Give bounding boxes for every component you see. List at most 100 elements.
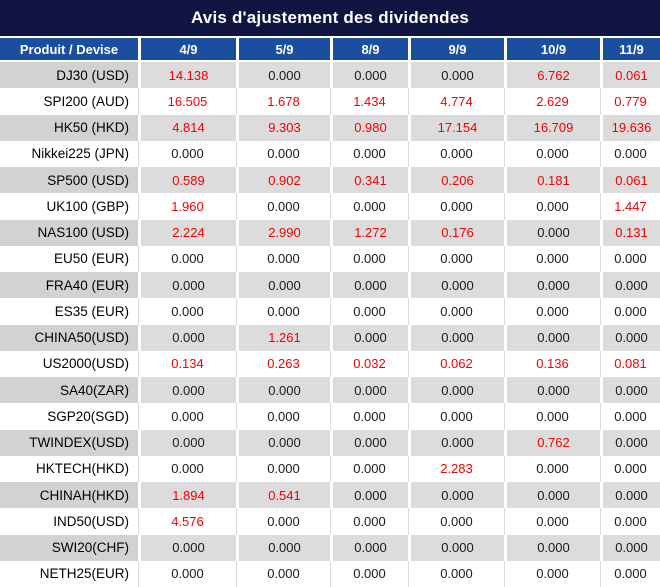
value-cell: 0.000 <box>600 324 660 351</box>
value-cell: 0.000 <box>330 429 408 456</box>
value-cell: 0.000 <box>236 193 330 220</box>
value-cell: 2.990 <box>236 219 330 246</box>
value-cell: 0.000 <box>330 403 408 430</box>
table-row: SWI20(CHF) 0.000 0.000 0.000 0.000 0.000 0.000 <box>0 534 660 561</box>
value-cell: 1.894 <box>138 482 236 509</box>
value-cell: 0.762 <box>504 429 600 456</box>
value-cell: 0.000 <box>600 429 660 456</box>
value-cell: 0.176 <box>408 219 504 246</box>
table-row: HKTECH(HKD) 0.000 0.000 0.000 2.283 0.000 0.00… <box>0 455 660 482</box>
value-cell: 0.000 <box>408 245 504 272</box>
value-cell: 0.000 <box>330 482 408 509</box>
value-cell: 17.154 <box>408 114 504 141</box>
product-cell: CHINA50(USD) <box>0 324 138 351</box>
value-cell: 0.000 <box>504 508 600 535</box>
product-cell: HK50 (HKD) <box>0 114 138 141</box>
product-cell: SP500 (USD) <box>0 167 138 194</box>
table-row: SP500 (USD) 0.589 0.902 0.341 0.206 0.181 0.06… <box>0 167 660 194</box>
value-cell: 0.000 <box>236 534 330 561</box>
value-cell: 0.000 <box>504 560 600 587</box>
value-cell: 2.283 <box>408 455 504 482</box>
value-cell: 0.000 <box>236 429 330 456</box>
value-cell: 0.136 <box>504 350 600 377</box>
value-cell: 0.000 <box>408 193 504 220</box>
table-row: UK100 (GBP) 1.960 0.000 0.000 0.000 0.000 1.44… <box>0 193 660 220</box>
table-row: ES35 (EUR) 0.000 0.000 0.000 0.000 0.000 0.000 <box>0 298 660 325</box>
table-row: NETH25(EUR) 0.000 0.000 0.000 0.000 0.000 0.00… <box>0 560 660 587</box>
product-cell: Nikkei225 (JPN) <box>0 140 138 167</box>
value-cell: 0.000 <box>408 482 504 509</box>
table-row: TWINDEX(USD) 0.000 0.000 0.000 0.000 0.762 0.0… <box>0 429 660 456</box>
table-row: EU50 (EUR) 0.000 0.000 0.000 0.000 0.000 0.000 <box>0 245 660 272</box>
page-title: Avis d'ajustement des dividendes <box>190 8 470 27</box>
value-cell: 0.000 <box>330 560 408 587</box>
value-cell: 0.000 <box>236 455 330 482</box>
value-cell: 0.000 <box>330 272 408 299</box>
title-divider <box>0 36 660 38</box>
value-cell: 0.000 <box>138 455 236 482</box>
value-cell: 14.138 <box>138 62 236 89</box>
dividends-table: Produit / Devise 4/9 5/9 8/9 9/9 10/9 11/9 DJ… <box>0 38 660 587</box>
table-row: SPI200 (AUD) 16.505 1.678 1.434 4.774 2.629 0.… <box>0 88 660 115</box>
value-cell: 0.000 <box>504 455 600 482</box>
value-cell: 1.678 <box>236 88 330 115</box>
value-cell: 0.000 <box>236 377 330 404</box>
value-cell: 0.000 <box>138 272 236 299</box>
value-cell: 16.709 <box>504 114 600 141</box>
product-cell: UK100 (GBP) <box>0 193 138 220</box>
value-cell: 0.000 <box>330 324 408 351</box>
product-cell: HKTECH(HKD) <box>0 455 138 482</box>
product-cell: CHINAH(HKD) <box>0 482 138 509</box>
value-cell: 1.960 <box>138 193 236 220</box>
value-cell: 0.000 <box>330 298 408 325</box>
value-cell: 0.000 <box>408 272 504 299</box>
value-cell: 0.000 <box>504 140 600 167</box>
table-row: SA40(ZAR) 0.000 0.000 0.000 0.000 0.000 0.000 <box>0 377 660 404</box>
value-cell: 4.774 <box>408 88 504 115</box>
value-cell: 0.779 <box>600 88 660 115</box>
value-cell: 16.505 <box>138 88 236 115</box>
product-cell: SGP20(SGD) <box>0 403 138 430</box>
table-row: CHINA50(USD) 0.000 1.261 0.000 0.000 0.000 0.0… <box>0 324 660 351</box>
value-cell: 0.000 <box>600 140 660 167</box>
value-cell: 0.061 <box>600 62 660 89</box>
table-row: US2000(USD) 0.134 0.263 0.032 0.062 0.136 0.08… <box>0 350 660 377</box>
value-cell: 0.000 <box>138 324 236 351</box>
value-cell: 0.000 <box>236 403 330 430</box>
value-cell: 0.980 <box>330 114 408 141</box>
value-cell: 0.000 <box>138 534 236 561</box>
value-cell: 0.061 <box>600 167 660 194</box>
value-cell: 0.000 <box>600 298 660 325</box>
value-cell: 0.000 <box>330 245 408 272</box>
value-cell: 0.000 <box>408 429 504 456</box>
product-cell: EU50 (EUR) <box>0 245 138 272</box>
value-cell: 0.000 <box>600 377 660 404</box>
value-cell: 1.261 <box>236 324 330 351</box>
value-cell: 0.000 <box>236 508 330 535</box>
value-cell: 0.000 <box>138 429 236 456</box>
product-cell: NETH25(EUR) <box>0 560 138 587</box>
table-row: DJ30 (USD) 14.138 0.000 0.000 0.000 6.762 0.06… <box>0 62 660 89</box>
value-cell: 19.636 <box>600 114 660 141</box>
product-cell: ES35 (EUR) <box>0 298 138 325</box>
value-cell: 0.000 <box>138 560 236 587</box>
value-cell: 0.000 <box>408 534 504 561</box>
value-cell: 4.576 <box>138 508 236 535</box>
value-cell: 0.000 <box>408 508 504 535</box>
value-cell: 0.000 <box>600 455 660 482</box>
value-cell: 0.000 <box>330 193 408 220</box>
value-cell: 0.000 <box>600 245 660 272</box>
product-cell: TWINDEX(USD) <box>0 429 138 456</box>
value-cell: 0.000 <box>236 298 330 325</box>
value-cell: 0.131 <box>600 219 660 246</box>
value-cell: 0.000 <box>504 482 600 509</box>
value-cell: 0.000 <box>408 403 504 430</box>
value-cell: 0.134 <box>138 350 236 377</box>
product-cell: FRA40 (EUR) <box>0 272 138 299</box>
value-cell: 0.000 <box>600 534 660 561</box>
value-cell: 0.000 <box>330 140 408 167</box>
value-cell: 0.181 <box>504 167 600 194</box>
product-cell: SWI20(CHF) <box>0 534 138 561</box>
table-row: NAS100 (USD) 2.224 2.990 1.272 0.176 0.000 0.1… <box>0 219 660 246</box>
value-cell: 0.000 <box>236 560 330 587</box>
